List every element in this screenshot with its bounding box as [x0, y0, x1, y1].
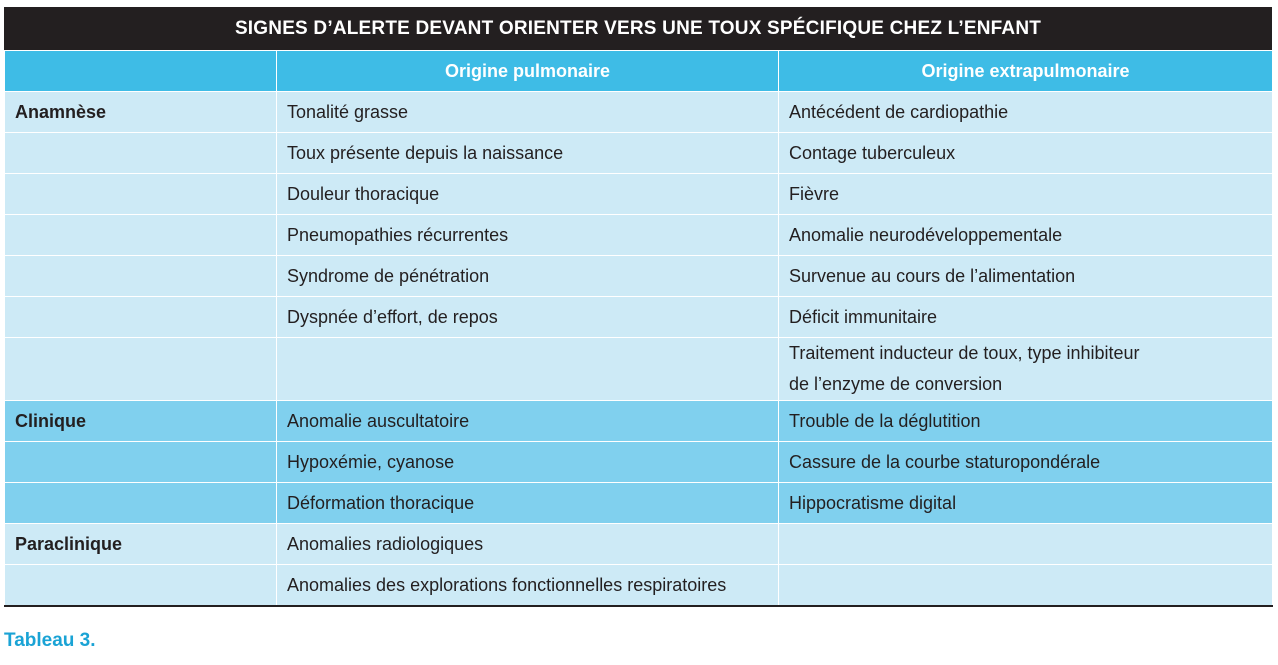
- header-cell: Origine pulmonaire: [276, 50, 779, 92]
- table-row: Déformation thoracique Hippocratisme digi…: [4, 482, 1273, 524]
- cell: Anomalies radiologiques: [276, 523, 779, 565]
- cell: [4, 255, 277, 297]
- table-row: Syndrome de pénétration Survenue au cours…: [4, 255, 1273, 297]
- table: Origine pulmonaire Origine extrapulmonai…: [4, 50, 1273, 607]
- cell: Anomalie neurodéveloppementale: [778, 214, 1273, 256]
- table-row: Dyspnée d’effort, de repos Déficit immuni…: [4, 296, 1273, 338]
- cell: Hippocratisme digital: [778, 482, 1273, 524]
- cell: [4, 441, 277, 483]
- table-row: Toux présente depuis la naissance Contage…: [4, 132, 1273, 174]
- cell: Tonalité grasse: [276, 91, 779, 133]
- cell: Antécédent de cardiopathie: [778, 91, 1273, 133]
- cell: [778, 564, 1273, 607]
- cell: Douleur thoracique: [276, 173, 779, 215]
- cell: Hypoxémie, cyanose: [276, 441, 779, 483]
- section-label: Anamnèse: [4, 91, 277, 133]
- table-row: Clinique Anomalie auscultatoire Trouble de…: [4, 400, 1273, 442]
- cell: Déformation thoracique: [276, 482, 779, 524]
- cell: [4, 296, 277, 338]
- cell: Contage tuberculeux: [778, 132, 1273, 174]
- cell: Syndrome de pénétration: [276, 255, 779, 297]
- cell: [4, 214, 277, 256]
- cell: Cassure de la courbe staturopondérale: [778, 441, 1273, 483]
- cell: [778, 523, 1273, 565]
- table-row: Douleur thoracique Fièvre: [4, 173, 1273, 215]
- cell: [4, 173, 277, 215]
- table-row: Traitement inducteur de toux, type inhib…: [4, 337, 1273, 401]
- cell: [4, 564, 277, 607]
- section-label: Clinique: [4, 400, 277, 442]
- cell: Fièvre: [778, 173, 1273, 215]
- caption: Tableau 3.: [4, 630, 96, 651]
- table-body: Origine pulmonaire Origine extrapulmonai…: [4, 50, 1273, 607]
- header-row: Origine pulmonaire Origine extrapulmonai…: [4, 50, 1273, 92]
- cell: [4, 337, 277, 401]
- cell: [4, 132, 277, 174]
- cell: Pneumopathies récurrentes: [276, 214, 779, 256]
- header-cell: [4, 50, 277, 92]
- table-row: Paraclinique Anomalies radiologiques: [4, 523, 1273, 565]
- table-row: Anomalies des explorations fonctionnelle…: [4, 564, 1273, 607]
- cell: Toux présente depuis la naissance: [276, 132, 779, 174]
- cell: [4, 482, 277, 524]
- cell: [276, 337, 779, 401]
- header-cell: Origine extrapulmonaire: [778, 50, 1273, 92]
- table-row: Hypoxémie, cyanose Cassure de la courbe s…: [4, 441, 1273, 483]
- table-row: Pneumopathies récurrentes Anomalie neurod…: [4, 214, 1273, 256]
- table-block: SIGNES D’ALERTE DEVANT ORIENTER VERS UNE…: [4, 7, 1273, 607]
- cell: Dyspnée d’effort, de repos: [276, 296, 779, 338]
- cell: Anomalie auscultatoire: [276, 400, 779, 442]
- cell: Anomalies des explorations fonctionnelle…: [276, 564, 779, 607]
- section-label: Paraclinique: [4, 523, 277, 565]
- cell: Survenue au cours de l’alimentation: [778, 255, 1273, 297]
- cell: Traitement inducteur de toux, type inhib…: [778, 337, 1273, 401]
- cell: Déficit immunitaire: [778, 296, 1273, 338]
- table-row: Anamnèse Tonalité grasse Antécédent de car…: [4, 91, 1273, 133]
- cell: Trouble de la déglutition: [778, 400, 1273, 442]
- table-title: SIGNES D’ALERTE DEVANT ORIENTER VERS UNE…: [4, 7, 1272, 50]
